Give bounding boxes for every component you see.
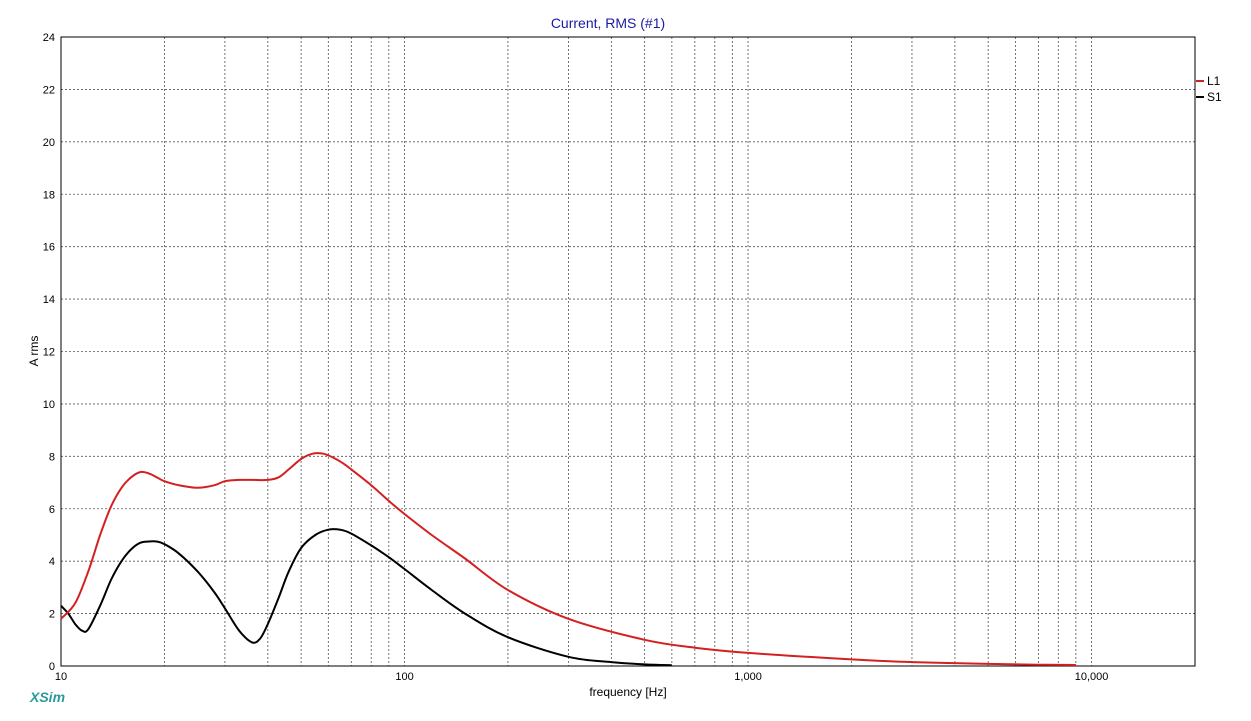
x-axis-label: frequency [Hz] bbox=[589, 685, 666, 699]
y-tick-label: 16 bbox=[43, 242, 55, 254]
legend-label: S1 bbox=[1207, 90, 1222, 104]
x-tick-labels: 10 100 1,000 10,000 bbox=[55, 671, 1109, 683]
legend-label: L1 bbox=[1207, 74, 1221, 88]
y-tick-label: 14 bbox=[43, 294, 55, 306]
y-tick-label: 22 bbox=[43, 84, 55, 96]
plot-area-frame bbox=[60, 36, 1196, 667]
y-tick-label: 4 bbox=[49, 556, 55, 568]
x-tick-label: 1,000 bbox=[734, 671, 762, 683]
y-tick-label: 24 bbox=[43, 32, 55, 44]
y-axis-label: A rms bbox=[27, 336, 41, 367]
series-line-l1 bbox=[60, 452, 1076, 666]
series-lines bbox=[60, 452, 1076, 667]
x-tick-label: 10,000 bbox=[1075, 671, 1109, 683]
xsim-logo: XSim bbox=[29, 689, 65, 705]
grid-lines bbox=[61, 37, 1195, 666]
x-tick-label: 10 bbox=[55, 671, 67, 683]
y-tick-label: 12 bbox=[43, 347, 55, 359]
x-tick-label: 100 bbox=[395, 671, 413, 683]
y-tick-label: 6 bbox=[49, 504, 55, 516]
y-tick-label: 18 bbox=[43, 189, 55, 201]
y-tick-label: 20 bbox=[43, 137, 55, 149]
series-line-s1 bbox=[60, 528, 672, 667]
y-tick-label: 8 bbox=[49, 451, 55, 463]
chart-title: Current, RMS (#1) bbox=[551, 15, 665, 31]
y-tick-label: 0 bbox=[49, 661, 55, 673]
y-tick-label: 10 bbox=[43, 399, 55, 411]
y-tick-label: 2 bbox=[49, 609, 55, 621]
